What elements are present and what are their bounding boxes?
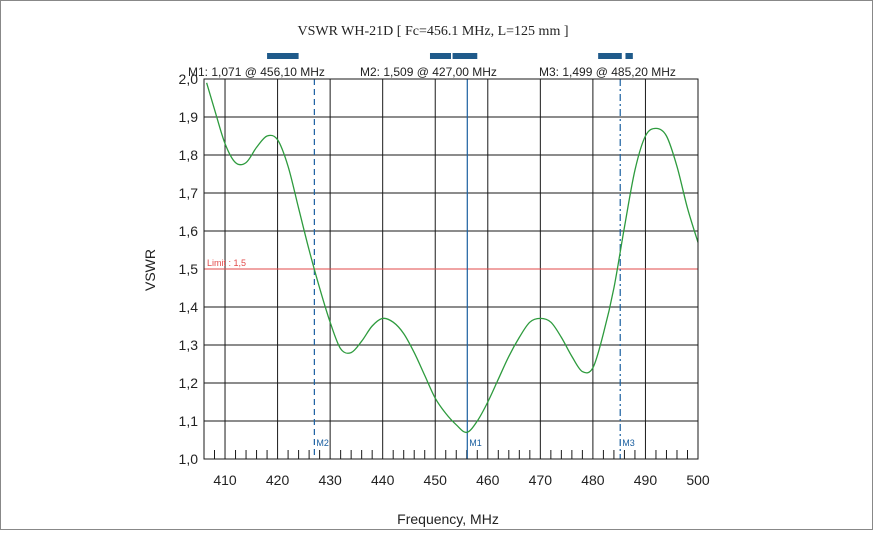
y-tick-label: 2,0	[179, 71, 199, 87]
y-tick-label: 1,4	[179, 299, 199, 315]
x-tick-label: 490	[634, 472, 658, 488]
y-tick-labels: 1,0 1,1 1,2 1,3 1,4 1,5 1,6 1,7 1,8 1,9 2,0	[179, 71, 199, 467]
marker-label-m1: M1	[469, 438, 482, 448]
band-bars	[267, 53, 633, 59]
plot-border	[203, 78, 699, 460]
y-tick-label: 1,9	[179, 109, 199, 125]
marker-readout-m3: M3: 1,499 @ 485,20 MHz	[539, 65, 676, 79]
series-layer	[206, 82, 699, 434]
x-tick-label: 460	[476, 472, 500, 488]
y-tick-label: 1,6	[179, 223, 199, 239]
vswr-curve	[206, 82, 699, 434]
x-tick-label: 500	[686, 472, 710, 488]
marker-label-m3: M3	[622, 438, 635, 448]
x-tick-label: 440	[371, 472, 395, 488]
x-tick-label: 480	[581, 472, 605, 488]
x-tick-label: 420	[266, 472, 290, 488]
y-tick-label: 1,2	[179, 375, 199, 391]
x-tick-label: 410	[213, 472, 237, 488]
marker-readout-m1: M1: 1,071 @ 456,10 MHz	[188, 65, 325, 79]
marker-readouts: M1: 1,071 @ 456,10 MHz M2: 1,509 @ 427,00…	[188, 65, 676, 79]
band-bar	[429, 53, 451, 59]
y-tick-label: 1,3	[179, 337, 199, 353]
y-tick-label: 1,7	[179, 185, 199, 201]
x-tick-labels: 410 420 430 440 450 460 470 480 490 500	[213, 472, 710, 488]
band-bar	[625, 53, 633, 59]
x-tick-label: 450	[424, 472, 448, 488]
band-bar	[598, 53, 622, 59]
marker-readout-m2: M2: 1,509 @ 427,00 MHz	[360, 65, 497, 79]
y-tick-label: 1,8	[179, 147, 199, 163]
limit-label: Limit : 1,5	[207, 258, 246, 268]
x-tick-label: 470	[529, 472, 553, 488]
limit-layer: Limit : 1,5	[204, 258, 698, 270]
y-tick-label: 1,1	[179, 413, 199, 429]
band-bar	[452, 53, 478, 59]
minor-ticks	[214, 450, 688, 459]
band-bar	[267, 53, 299, 59]
y-tick-label: 1,5	[179, 261, 199, 277]
y-axis-label: VSWR	[142, 249, 158, 291]
chart-title: VSWR WH-21D [ Fc=456.1 MHz, L=125 mm ]	[297, 24, 568, 39]
y-tick-label: 1,0	[179, 451, 199, 467]
x-tick-label: 430	[318, 472, 342, 488]
x-axis-label: Frequency, MHz	[397, 511, 499, 527]
marker-label-m2: M2	[316, 438, 329, 448]
